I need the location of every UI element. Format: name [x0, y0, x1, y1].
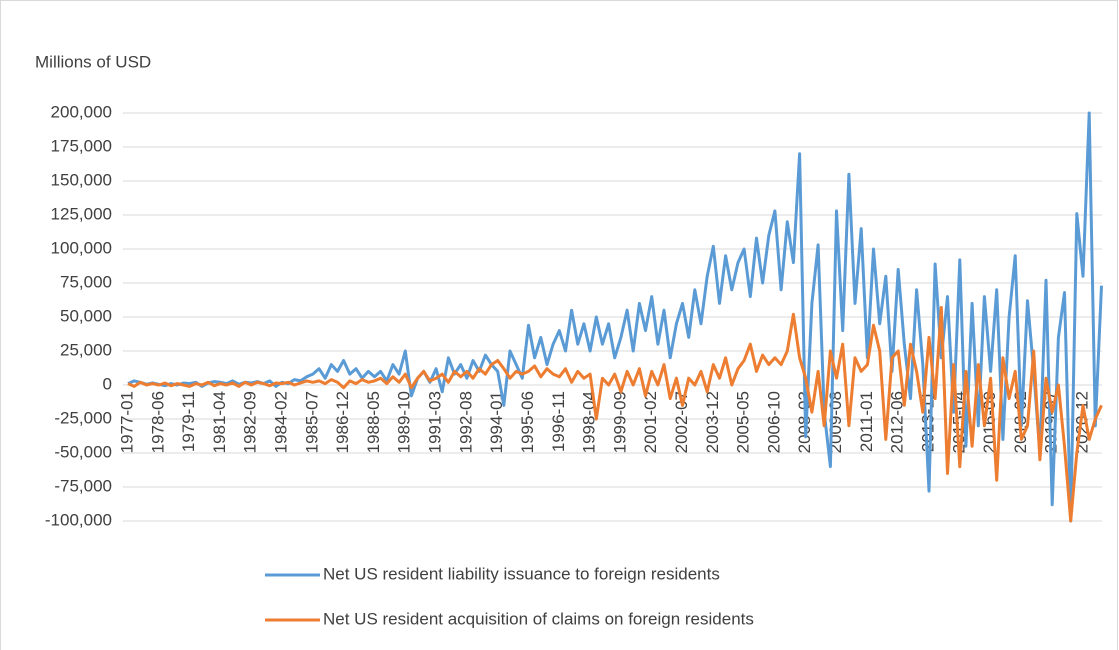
legend-label: Net US resident acquisition of claims on…	[323, 609, 754, 628]
y-tick-label: -50,000	[54, 442, 112, 461]
data-line	[127, 306, 1103, 523]
legend-label: Net US resident liability issuance to fo…	[323, 564, 720, 583]
y-tick-label: 50,000	[60, 306, 112, 325]
y-tick-label: 200,000	[51, 102, 112, 121]
y-tick-label: -75,000	[54, 476, 112, 495]
y-tick-label: 0	[103, 374, 112, 393]
x-tick-label: 1978-06	[148, 391, 167, 453]
x-tick-label: 1979-11	[179, 391, 198, 452]
y-axis-label: Millions of USD	[35, 52, 151, 71]
x-tick-label: 1982-09	[241, 391, 260, 453]
x-tick-label: 1988-05	[364, 391, 383, 453]
x-tick-label: 1991-03	[426, 391, 445, 453]
x-tick-label: 1992-08	[456, 391, 475, 453]
x-tick-label: 1994-01	[487, 391, 506, 453]
x-tick-label: 1984-02	[272, 391, 291, 453]
x-tick-label: 2003-12	[703, 391, 722, 453]
y-tick-label: -100,000	[45, 510, 112, 529]
x-tick-label: 1981-04	[210, 391, 229, 453]
x-tick-label: 1995-06	[518, 391, 537, 453]
x-tick-label: 1989-10	[395, 391, 414, 453]
y-tick-label: 125,000	[51, 204, 112, 223]
x-tick-label: 1996-11	[549, 391, 568, 452]
y-tick-label: 75,000	[60, 272, 112, 291]
y-tick-label: 150,000	[51, 170, 112, 189]
x-tick-label: 2005-05	[734, 391, 753, 453]
y-tick-label: 25,000	[60, 340, 112, 359]
x-tick-label: 2011-01	[857, 391, 876, 452]
y-tick-label: 175,000	[51, 136, 112, 155]
x-tick-label: 2001-02	[641, 391, 660, 453]
x-tick-label: 1999-09	[610, 391, 629, 453]
x-tick-label: 1986-12	[333, 391, 352, 453]
x-tick-label: 1977-01	[117, 391, 136, 453]
x-tick-label: 2006-10	[764, 391, 783, 453]
y-tick-label: -25,000	[54, 408, 112, 427]
x-tick-label: 1985-07	[302, 391, 321, 453]
x-tick-label: 1998-04	[580, 391, 599, 453]
x-tick-label: 2012-06	[888, 391, 907, 453]
x-tick-label: 2002-07	[672, 391, 691, 453]
y-tick-label: 100,000	[51, 238, 112, 257]
